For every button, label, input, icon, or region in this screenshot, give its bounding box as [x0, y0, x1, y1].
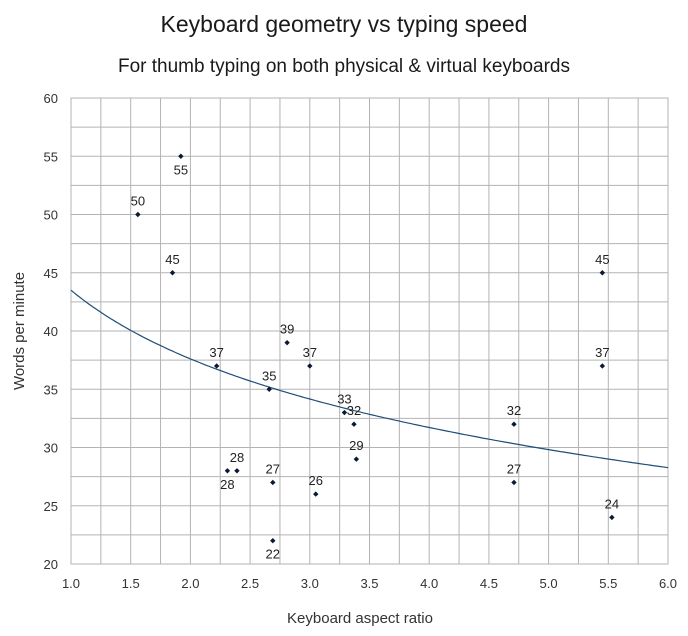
- data-label: 33: [337, 392, 351, 407]
- x-tick-label: 2.5: [241, 576, 259, 591]
- y-tick-label: 25: [44, 499, 58, 514]
- x-axis-ticks: 1.0 1.5 2.0 2.5 3.0 3.5 4.0 4.5 5.0 5.5 6.0: [62, 576, 677, 591]
- data-label: 37: [209, 345, 223, 360]
- x-tick-label: 5.5: [599, 576, 617, 591]
- data-label: 26: [309, 473, 323, 488]
- data-point: [234, 468, 240, 474]
- plot-area: [70, 97, 669, 565]
- x-tick-label: 4.0: [420, 576, 438, 591]
- y-tick-label: 35: [44, 382, 58, 397]
- x-tick-label: 1.0: [62, 576, 80, 591]
- data-point: [178, 153, 184, 159]
- data-label: 39: [280, 322, 294, 337]
- data-point: [341, 409, 348, 416]
- data-label: 29: [349, 438, 363, 453]
- chart-title: Keyboard geometry vs typing speed: [161, 11, 528, 37]
- data-label: 35: [262, 368, 276, 383]
- data-label: 22: [266, 547, 280, 562]
- y-tick-label: 20: [44, 557, 58, 572]
- y-tick-label: 60: [44, 91, 58, 106]
- data-label: 55: [174, 162, 188, 177]
- y-tick-label: 30: [44, 441, 58, 456]
- grid: [70, 97, 669, 565]
- data-label: 45: [165, 252, 179, 267]
- data-label: 32: [507, 403, 521, 418]
- data-point: [266, 386, 272, 392]
- y-tick-label: 45: [44, 266, 58, 281]
- x-tick-label: 3.0: [301, 576, 319, 591]
- data-point: [135, 211, 141, 218]
- data-point: [313, 491, 319, 497]
- x-tick-label: 2.0: [181, 576, 199, 591]
- data-point: [307, 363, 313, 369]
- y-tick-label: 50: [44, 208, 58, 223]
- data-point: [169, 270, 176, 276]
- trendline: [70, 289, 669, 469]
- data-label: 28: [220, 477, 234, 492]
- data-point: [270, 538, 276, 544]
- data-points: [135, 153, 615, 544]
- y-tick-label: 40: [44, 324, 58, 339]
- x-tick-label: 6.0: [659, 576, 677, 591]
- data-label: 37: [303, 345, 317, 360]
- data-label: 50: [131, 194, 145, 209]
- data-label: 27: [266, 461, 280, 476]
- data-point: [353, 456, 360, 462]
- y-axis-label: Words per minute: [11, 272, 28, 390]
- data-point: [511, 421, 517, 427]
- x-tick-label: 5.0: [540, 576, 558, 591]
- y-axis-ticks: 20 25 30 35 40 45 50 55 60: [44, 91, 58, 572]
- data-label: 27: [507, 461, 521, 476]
- x-tick-label: 1.5: [122, 576, 140, 591]
- data-point: [224, 468, 231, 474]
- data-point: [270, 479, 276, 486]
- data-point: [511, 479, 517, 486]
- chart-subtitle: For thumb typing on both physical & virt…: [118, 56, 570, 77]
- data-point: [284, 339, 290, 346]
- data-label: 28: [230, 450, 244, 465]
- data-point: [609, 514, 615, 521]
- x-tick-label: 4.5: [480, 576, 498, 591]
- y-tick-label: 55: [44, 149, 58, 164]
- data-label: 24: [605, 496, 619, 511]
- data-point: [213, 363, 220, 369]
- data-point: [599, 363, 606, 369]
- data-point: [351, 421, 357, 427]
- data-label: 32: [347, 403, 361, 418]
- data-label: 37: [595, 345, 609, 360]
- data-label: 45: [595, 252, 609, 267]
- x-tick-label: 3.5: [360, 576, 378, 591]
- x-axis-label: Keyboard aspect ratio: [287, 610, 433, 627]
- data-point: [599, 270, 606, 276]
